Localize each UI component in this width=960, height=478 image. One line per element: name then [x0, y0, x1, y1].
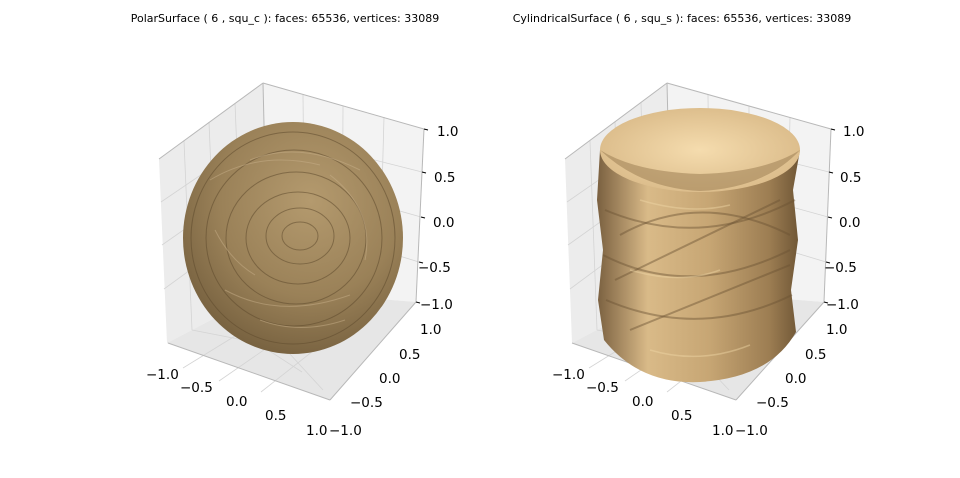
x-tick-label: −0.5 — [586, 380, 619, 396]
z-tick-label: 1.0 — [437, 124, 458, 140]
y-tick-label: 0.5 — [805, 347, 826, 363]
z-tick-mark — [420, 216, 426, 219]
z-tick-label: 1.0 — [843, 124, 864, 140]
z-tick-label: −1.0 — [420, 297, 453, 313]
cylinder-surface — [597, 108, 800, 383]
z-tick-label: 0.0 — [433, 215, 454, 231]
z-tick-mark — [825, 261, 831, 264]
y-tick-label: −1.0 — [329, 423, 362, 439]
x-tick-label: 0.5 — [265, 408, 286, 424]
z-tick-mark — [423, 128, 429, 131]
y-tick-label: 1.0 — [420, 322, 441, 338]
z-tick-mark — [421, 171, 427, 174]
chart-title: PolarSurface ( 6 , squ_c ): faces: 65536… — [131, 12, 439, 25]
right-subplot: CylindricalSurface ( 6 , squ_s ): faces:… — [513, 12, 865, 439]
x-tick-label: 1.0 — [306, 423, 327, 439]
x-tick-label: 0.5 — [671, 408, 692, 424]
z-tick-label: −1.0 — [826, 297, 859, 313]
chart-title: CylindricalSurface ( 6 , squ_s ): faces:… — [513, 12, 852, 25]
x-tick-label: 0.0 — [632, 394, 653, 410]
z-tick-mark — [415, 301, 421, 304]
x-tick-label: 0.0 — [226, 394, 247, 410]
left-subplot: PolarSurface ( 6 , squ_c ): faces: 65536… — [131, 12, 459, 439]
z-tick-mark — [827, 216, 833, 219]
y-tick-label: −0.5 — [756, 395, 789, 411]
z-tick-label: −0.5 — [418, 260, 451, 276]
x-tick-label: −1.0 — [552, 367, 585, 383]
x-tick-label: 1.0 — [712, 423, 733, 439]
y-tick-label: 0.0 — [785, 371, 806, 387]
z-tick-label: 0.5 — [840, 170, 861, 186]
x-tick-label: −0.5 — [180, 380, 213, 396]
y-tick-label: −0.5 — [350, 395, 383, 411]
y-tick-label: 0.0 — [379, 371, 400, 387]
z-tick-mark — [418, 261, 424, 264]
z-tick-label: −0.5 — [824, 260, 857, 276]
z-tick-mark — [828, 171, 834, 174]
sphere-surface — [183, 122, 403, 354]
y-tick-label: 0.5 — [399, 347, 420, 363]
z-tick-label: 0.0 — [839, 215, 860, 231]
y-tick-label: −1.0 — [735, 423, 768, 439]
x-tick-label: −1.0 — [146, 367, 179, 383]
z-tick-mark — [830, 128, 836, 131]
z-tick-mark — [823, 301, 829, 304]
z-tick-label: 0.5 — [434, 170, 455, 186]
y-tick-label: 1.0 — [826, 322, 847, 338]
